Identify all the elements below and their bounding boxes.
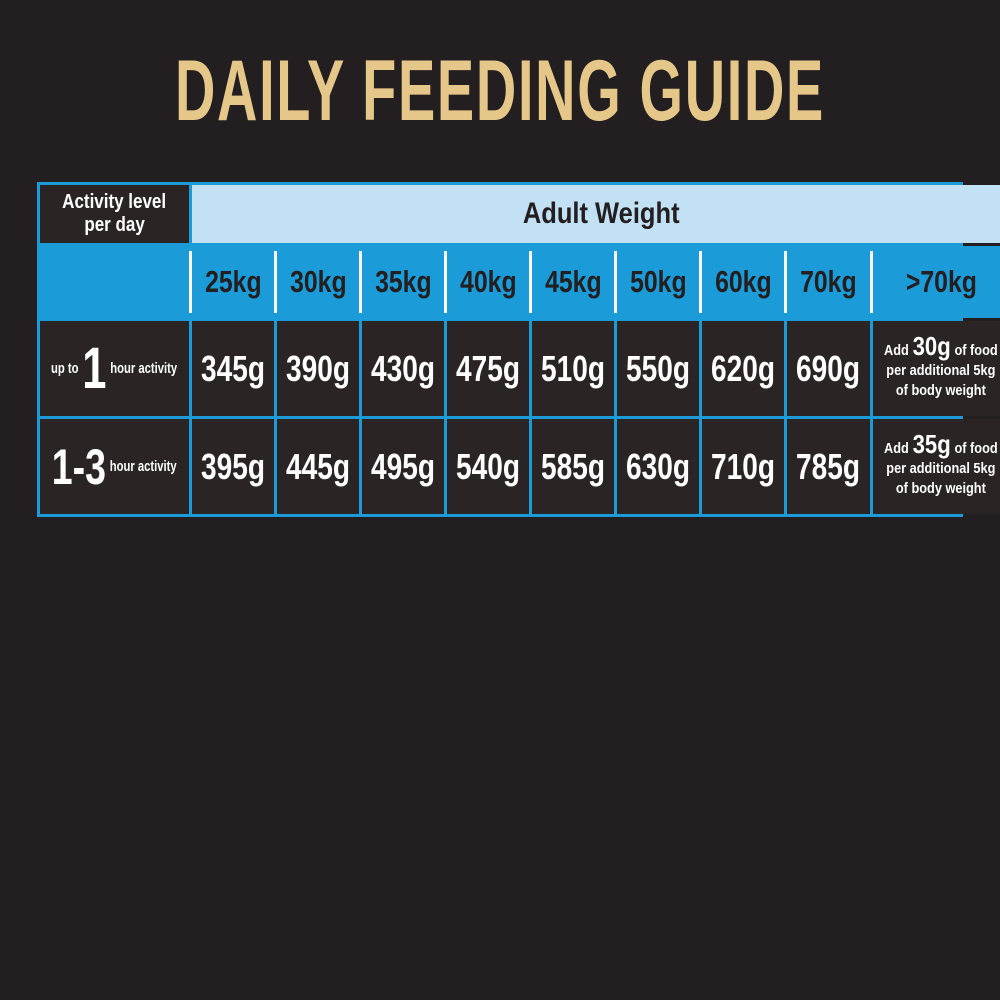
note-amount: 35g — [912, 429, 951, 459]
note-post: of food — [954, 440, 998, 457]
feeding-table: Activity level per day Adult Weight 25kg… — [37, 182, 1000, 517]
weight-col-60kg: 60kg — [699, 246, 785, 318]
note-pre: Add — [884, 342, 909, 359]
note-inner: Add 35g of food per additional 5kg of bo… — [884, 431, 998, 499]
value-text: 345g — [201, 347, 266, 389]
row-label-up-to-1-hour: up to 1 hour activity — [40, 321, 189, 416]
value-text: 475g — [456, 347, 521, 389]
value-cell: 630g — [617, 419, 700, 514]
value-cell: 390g — [277, 321, 360, 416]
value-cell: 475g — [447, 321, 530, 416]
value-text: 430g — [371, 347, 436, 389]
value-text: 585g — [541, 445, 606, 487]
value-cell: 785g — [787, 419, 870, 514]
row-label-big: 1 — [82, 335, 107, 401]
note-cell-over-70kg: Add 30g of food per additional 5kg of bo… — [872, 321, 1000, 416]
weight-col-50kg: 50kg — [614, 246, 700, 318]
note-pre: Add — [884, 440, 909, 457]
value-cell: 510g — [532, 321, 615, 416]
weight-col-30kg: 30kg — [274, 246, 360, 318]
row-label-1-3-hour: 1-3 hour activity — [40, 419, 189, 514]
weight-label: 30kg — [289, 264, 347, 299]
corner-header-activity-level: Activity level per day — [40, 185, 189, 243]
weight-col-25kg: 25kg — [188, 246, 275, 318]
corner-header-line1: Activity level — [62, 191, 167, 213]
row-label-suffix: hour activity — [110, 360, 178, 377]
row-label-prefix: up to — [51, 360, 79, 377]
note-cell-over-70kg: Add 35g of food per additional 5kg of bo… — [872, 419, 1000, 514]
value-cell: 585g — [532, 419, 615, 514]
page-title: DAILY FEEDING GUIDE — [0, 48, 1000, 134]
row-label-suffix: hour activity — [110, 458, 177, 475]
value-text: 390g — [286, 347, 351, 389]
weight-col-35kg: 35kg — [359, 246, 445, 318]
value-text: 495g — [371, 445, 436, 487]
weight-col-over-70kg: >70kg — [869, 246, 1000, 318]
weight-col-40kg: 40kg — [444, 246, 530, 318]
weight-label: 25kg — [204, 264, 262, 299]
value-cell: 690g — [787, 321, 870, 416]
weight-col-70kg: 70kg — [784, 246, 870, 318]
value-text: 445g — [286, 445, 351, 487]
value-text: 690g — [796, 347, 861, 389]
value-cell: 620g — [702, 321, 785, 416]
value-text: 710g — [711, 445, 776, 487]
corner-header-line2: per day — [84, 214, 145, 236]
value-cell: 395g — [192, 419, 275, 514]
row-label-big: 1-3 — [52, 438, 107, 495]
weight-label: 45kg — [545, 264, 602, 299]
weight-label: 35kg — [374, 264, 432, 299]
row-label-inner: up to 1 hour activity — [51, 335, 178, 401]
note-line3: of body weight — [896, 382, 986, 399]
weight-label: 50kg — [630, 264, 687, 299]
weight-label: 60kg — [715, 264, 772, 299]
value-cell: 345g — [192, 321, 275, 416]
value-text: 540g — [456, 445, 521, 487]
value-text: 510g — [541, 347, 606, 389]
note-post: of food — [954, 342, 998, 359]
adult-weight-header: Adult Weight — [192, 185, 1000, 243]
value-cell: 540g — [447, 419, 530, 514]
value-text: 785g — [796, 445, 861, 487]
note-amount: 30g — [912, 331, 951, 361]
note-line2: per additional 5kg — [886, 460, 996, 477]
value-cell: 550g — [617, 321, 700, 416]
row-label-inner: 1-3 hour activity — [52, 442, 177, 492]
note-inner: Add 30g of food per additional 5kg of bo… — [884, 333, 998, 401]
weight-row-blank-cell — [40, 246, 189, 318]
value-text: 550g — [626, 347, 691, 389]
adult-weight-header-text: Adult Weight — [522, 197, 680, 230]
value-text: 395g — [201, 445, 266, 487]
note-line3: of body weight — [896, 480, 986, 497]
value-text: 620g — [711, 347, 776, 389]
value-text: 630g — [626, 445, 691, 487]
weight-col-45kg: 45kg — [529, 246, 615, 318]
page-title-text: DAILY FEEDING GUIDE — [174, 43, 825, 139]
value-cell: 710g — [702, 419, 785, 514]
value-cell: 495g — [362, 419, 445, 514]
value-cell: 445g — [277, 419, 360, 514]
weight-label: >70kg — [905, 264, 977, 299]
note-line2: per additional 5kg — [886, 362, 996, 379]
weight-label: 70kg — [800, 264, 857, 299]
weight-label: 40kg — [459, 264, 517, 299]
value-cell: 430g — [362, 321, 445, 416]
